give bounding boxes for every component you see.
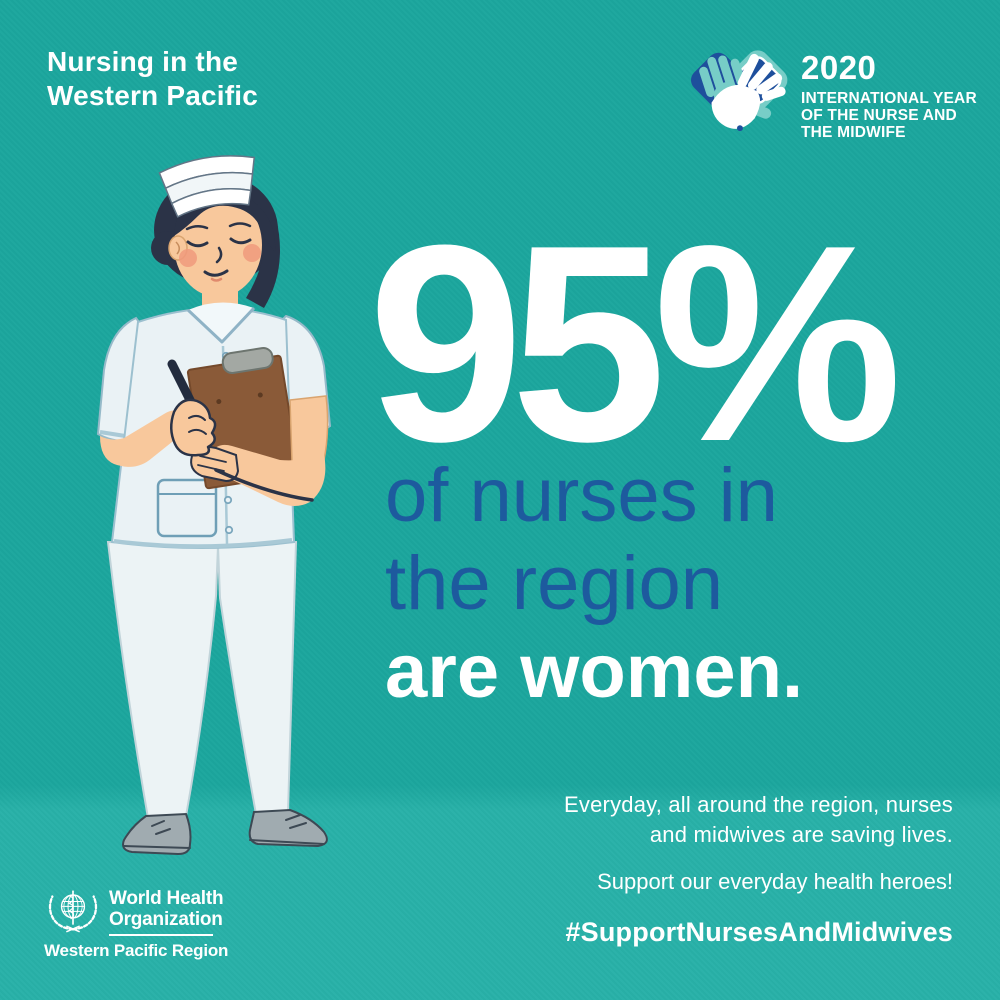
who-logo: World Health Organization Western Pacifi… — [44, 885, 228, 961]
stat-line-1: of nurses in — [385, 453, 778, 538]
footer-message-block: Everyday, all around the region, nurses … — [564, 790, 953, 948]
footer-message-line-1: Everyday, all around the region, nurses — [564, 792, 953, 817]
nurse-right-arm — [190, 395, 329, 506]
iynm-label-line: INTERNATIONAL YEAR — [801, 90, 977, 107]
iynm-heart-icon — [690, 50, 788, 132]
white-hand — [711, 53, 786, 129]
stat-emphasis: are women. — [385, 629, 804, 714]
closed-eye — [186, 240, 209, 248]
closed-eye — [229, 237, 252, 245]
nurse-face — [174, 193, 262, 297]
footer-message-line-2: and midwives are saving lives. — [649, 822, 953, 847]
iynm-year: 2020 — [801, 49, 877, 86]
footer-hashtag: #SupportNursesAndMidwives — [565, 917, 953, 947]
who-emblem-icon — [48, 890, 98, 933]
iynm-text: 2020 INTERNATIONAL YEAR OF THE NURSE AND… — [801, 51, 977, 141]
nurse-shoes — [122, 808, 328, 856]
iynm-logo: 2020 INTERNATIONAL YEAR OF THE NURSE AND… — [684, 40, 977, 141]
stat-line-2: the region — [385, 541, 724, 626]
poster-title: Nursing in the Western Pacific — [47, 46, 259, 111]
nurse-head — [151, 155, 280, 308]
nurse-cap — [158, 155, 256, 218]
stat-value: 95% — [368, 188, 902, 500]
who-region-label: Western Pacific Region — [44, 941, 229, 960]
tunic-pocket — [156, 478, 218, 538]
stat-description: of nurses in the region are women. — [385, 452, 803, 716]
iynm-label-line: THE MIDWIFE — [801, 124, 906, 141]
nurse-illustration — [96, 155, 332, 856]
who-org-line-2: Organization — [109, 909, 223, 930]
iynm-label-line: OF THE NURSE AND — [801, 107, 957, 124]
who-org-text: World Health Organization — [109, 888, 224, 936]
who-org-line-1: World Health — [109, 888, 224, 909]
nurse-left-arm — [100, 359, 217, 467]
nurse-pants — [106, 540, 298, 820]
who-divider — [109, 934, 213, 936]
footer-support-line: Support our everyday health heroes! — [597, 869, 953, 894]
